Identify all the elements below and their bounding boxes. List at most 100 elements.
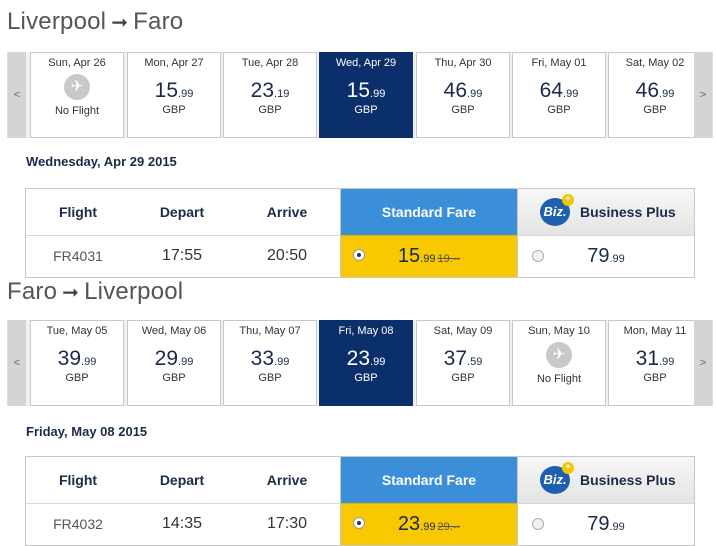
standard-fare-header: Standard Fare: [340, 457, 517, 503]
day-label: Fri, May 08: [338, 325, 394, 337]
day-card-wed-apr-29-selected[interactable]: Wed, Apr 29 15.99 GBP: [319, 52, 413, 138]
selected-date-heading: Friday, May 08 2015: [26, 424, 148, 439]
depart-time: 14:35: [130, 503, 234, 545]
business-plus-label: Business Plus: [580, 472, 676, 488]
origin-label: Faro: [7, 278, 58, 305]
airplane-icon: ✈: [64, 74, 90, 100]
standard-fare-price: 23.99: [397, 513, 436, 535]
currency-label: GBP: [258, 104, 282, 116]
currency-label: GBP: [643, 104, 667, 116]
business-plus-option[interactable]: 79.99: [517, 235, 694, 277]
day-label: Mon, Apr 27: [144, 57, 204, 69]
day-price: 23.99: [346, 347, 386, 370]
route-arrow-icon: ➞: [111, 12, 129, 34]
arrive-column-header: Arrive: [266, 472, 308, 488]
business-plus-radio[interactable]: [532, 518, 544, 530]
day-label: Tue, Apr 28: [241, 57, 299, 69]
arrive-column-header: Arrive: [266, 204, 308, 220]
day-price: 37.59: [443, 347, 483, 370]
depart-column-header: Depart: [159, 204, 205, 220]
day-price: 64.99: [539, 79, 579, 102]
day-card-thu-may-07[interactable]: Thu, May 07 33.99 GBP: [223, 320, 317, 406]
return-route-title: Faro ➞ Liverpool: [7, 278, 183, 306]
day-label: Thu, May 07: [239, 325, 301, 337]
currency-label: GBP: [162, 372, 186, 384]
depart-time: 17:55: [130, 235, 234, 277]
prev-dates-button[interactable]: <: [8, 52, 26, 138]
currency-label: GBP: [643, 372, 667, 384]
day-card-fri-may-08-selected[interactable]: Fri, May 08 23.99 GBP: [319, 320, 413, 406]
currency-label: GBP: [451, 372, 475, 384]
no-flight-label: No Flight: [54, 105, 100, 117]
flight-number: FR4031: [26, 235, 130, 277]
day-price: 15.99: [154, 79, 194, 102]
day-label: Sat, May 09: [433, 325, 493, 337]
day-label: Sun, May 10: [528, 325, 590, 337]
currency-label: GBP: [354, 104, 378, 116]
business-plus-option[interactable]: 79.99: [517, 503, 694, 545]
currency-label: GBP: [258, 372, 282, 384]
day-price: 46.99: [635, 79, 675, 102]
currency-label: GBP: [162, 104, 186, 116]
standard-fare-option[interactable]: 15.99 19.--: [340, 235, 517, 277]
destination-label: Faro: [133, 8, 184, 35]
standard-fare-header: Standard Fare: [340, 189, 517, 235]
day-card-sat-may-02[interactable]: Sat, May 02 46.99 GBP: [608, 52, 702, 138]
standard-fare-price: 15.99: [397, 245, 436, 267]
day-label: Fri, May 01: [531, 57, 587, 69]
next-dates-button[interactable]: >: [694, 320, 712, 406]
day-label: Sat, May 02: [625, 57, 685, 69]
return-date-strip: < Tue, May 05 39.99 GBP Wed, May 06 29.9…: [7, 320, 713, 406]
day-label: Mon, May 11: [623, 325, 687, 337]
standard-fare-radio[interactable]: [353, 517, 365, 529]
currency-label: GBP: [451, 104, 475, 116]
day-card-sun-apr-26[interactable]: Sun, Apr 26 ✈ No Flight: [30, 52, 124, 138]
day-card-sat-may-09[interactable]: Sat, May 09 37.59 GBP: [416, 320, 510, 406]
day-card-fri-may-01[interactable]: Fri, May 01 64.99 GBP: [512, 52, 606, 138]
day-card-mon-apr-27[interactable]: Mon, Apr 27 15.99 GBP: [127, 52, 221, 138]
standard-fare-radio[interactable]: [353, 249, 365, 261]
business-plus-header: Biz. + Business Plus: [517, 457, 694, 503]
day-price: 33.99: [250, 347, 290, 370]
day-label: Tue, May 05: [46, 325, 108, 337]
day-card-tue-may-05[interactable]: Tue, May 05 39.99 GBP: [30, 320, 124, 406]
next-dates-button[interactable]: >: [694, 52, 712, 138]
day-card-thu-apr-30[interactable]: Thu, Apr 30 46.99 GBP: [416, 52, 510, 138]
day-price: 31.99: [635, 347, 675, 370]
route-arrow-icon: ➞: [62, 282, 80, 304]
flight-column-header: Flight: [58, 204, 98, 220]
arrive-time: 20:50: [234, 235, 340, 277]
selected-date-heading: Wednesday, Apr 29 2015: [26, 154, 177, 169]
day-price: 15.99: [346, 79, 386, 102]
original-price: 29.--: [437, 521, 461, 533]
business-plus-header: Biz. + Business Plus: [517, 189, 694, 235]
return-fare-table: Flight Depart Arrive Standard Fare Biz. …: [25, 456, 695, 546]
business-plus-label: Business Plus: [580, 204, 676, 220]
prev-dates-button[interactable]: <: [8, 320, 26, 406]
plus-badge-icon: +: [562, 462, 574, 474]
day-label: Sun, Apr 26: [48, 57, 106, 69]
day-card-tue-apr-28[interactable]: Tue, Apr 28 23.19 GBP: [223, 52, 317, 138]
day-price: 46.99: [443, 79, 483, 102]
day-card-wed-may-06[interactable]: Wed, May 06 29.99 GBP: [127, 320, 221, 406]
destination-label: Liverpool: [84, 278, 184, 305]
plus-badge-icon: +: [562, 194, 574, 206]
day-card-sun-may-10[interactable]: Sun, May 10 ✈ No Flight: [512, 320, 606, 406]
arrive-time: 17:30: [234, 503, 340, 545]
day-label: Wed, May 06: [141, 325, 207, 337]
flight-column-header: Flight: [58, 472, 98, 488]
day-card-mon-may-11[interactable]: Mon, May 11 31.99 GBP: [608, 320, 702, 406]
business-plus-price: 79.99: [587, 513, 625, 535]
flight-number: FR4032: [26, 503, 130, 545]
business-plus-price: 79.99: [587, 245, 625, 267]
original-price: 19.--: [437, 253, 461, 265]
day-label: Wed, Apr 29: [335, 57, 397, 69]
standard-fare-option[interactable]: 23.99 29.--: [340, 503, 517, 545]
depart-column-header: Depart: [159, 472, 205, 488]
origin-label: Liverpool: [7, 8, 107, 35]
day-label: Thu, Apr 30: [434, 57, 492, 69]
airplane-icon: ✈: [546, 342, 572, 368]
outbound-date-strip: < Sun, Apr 26 ✈ No Flight Mon, Apr 27 15…: [7, 52, 713, 138]
day-price: 29.99: [154, 347, 194, 370]
business-plus-radio[interactable]: [532, 250, 544, 262]
